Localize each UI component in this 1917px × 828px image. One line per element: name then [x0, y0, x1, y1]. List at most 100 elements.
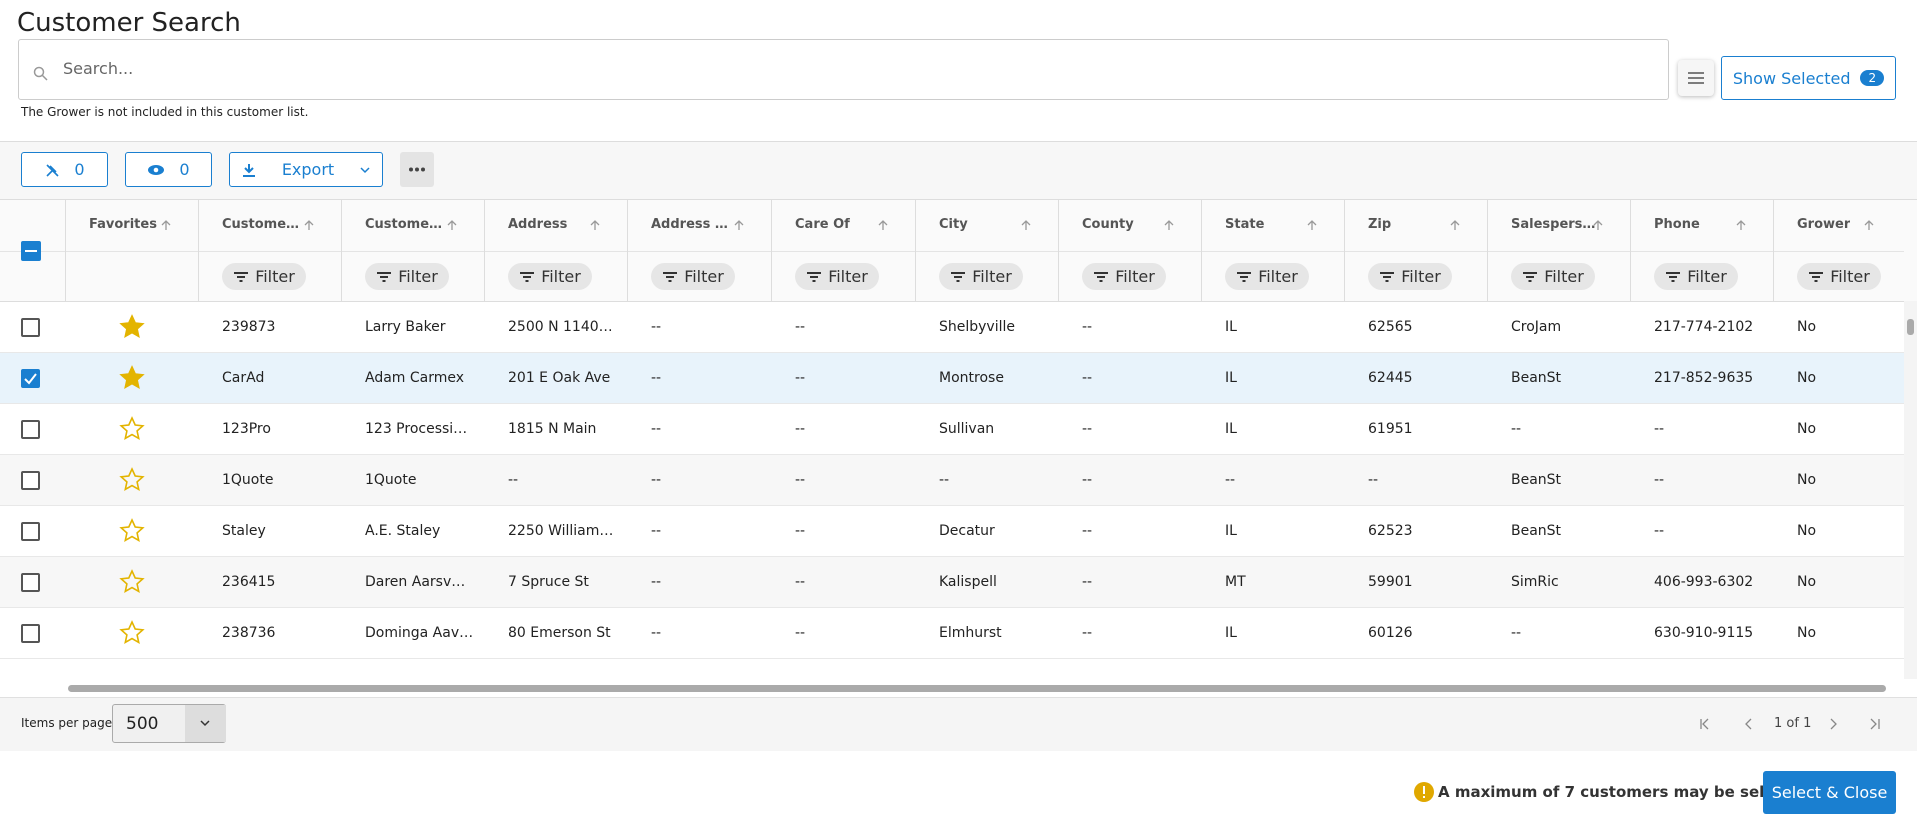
column-header[interactable]: City — [915, 200, 1058, 251]
column-divider — [627, 200, 628, 302]
selected-count-badge: 2 — [1860, 70, 1885, 86]
search-box[interactable]: Search... — [18, 39, 1669, 100]
select-all-checkbox[interactable] — [21, 241, 41, 261]
column-settings-button[interactable] — [1678, 60, 1714, 96]
column-divider — [484, 200, 485, 302]
viewed-button[interactable]: 0 — [125, 152, 212, 187]
row-checkbox[interactable] — [21, 624, 40, 643]
favorite-star[interactable] — [118, 569, 145, 595]
table-cell: -- — [1654, 472, 1665, 488]
table-cell: -- — [1225, 472, 1236, 488]
table-cell: IL — [1225, 319, 1237, 335]
filter-button[interactable]: Filter — [939, 263, 1023, 290]
table-row — [0, 557, 1904, 608]
column-title: City — [939, 217, 968, 232]
favorite-star[interactable] — [118, 467, 145, 493]
filter-button[interactable]: Filter — [1654, 263, 1738, 290]
unpin-icon — [46, 163, 59, 177]
column-header[interactable]: Care Of — [771, 200, 915, 251]
column-title: Care Of — [795, 217, 850, 232]
table-cell: 61951 — [1368, 421, 1413, 437]
column-header[interactable]: Phone — [1630, 200, 1773, 251]
more-button[interactable] — [400, 152, 434, 187]
column-header[interactable]: State — [1201, 200, 1344, 251]
column-header[interactable]: Address — [484, 200, 627, 251]
table-cell: 59901 — [1368, 574, 1413, 590]
filter-button[interactable]: Filter — [795, 263, 879, 290]
table-cell: 238736 — [222, 625, 276, 641]
filter-label: Filter — [972, 267, 1012, 286]
filter-button[interactable]: Filter — [1368, 263, 1452, 290]
selection-limit-warning: A maximum of 7 customers may be selected — [1438, 783, 1812, 801]
table-cell: 80 Emerson St — [508, 625, 611, 641]
favorite-star[interactable] — [118, 518, 145, 544]
column-header[interactable]: Custome… — [341, 200, 484, 251]
table-cell: 60126 — [1368, 625, 1413, 641]
vertical-scrollbar[interactable] — [1904, 301, 1917, 679]
filter-button[interactable]: Filter — [1082, 263, 1166, 290]
column-header[interactable]: Grower — [1773, 200, 1901, 251]
table-cell: Daren Aarsv… — [365, 574, 466, 590]
pager-nav[interactable] — [1695, 715, 1895, 733]
select-close-button[interactable]: Select & Close — [1763, 771, 1896, 814]
favorite-star[interactable] — [118, 620, 145, 646]
filter-button[interactable]: Filter — [1797, 263, 1881, 290]
table-cell: -- — [1082, 370, 1093, 386]
column-header[interactable]: County — [1058, 200, 1201, 251]
column-divider — [1773, 200, 1774, 302]
column-header[interactable]: Custome… — [198, 200, 341, 251]
filter-button[interactable]: Filter — [508, 263, 592, 290]
column-header[interactable]: Salespers… — [1487, 200, 1630, 251]
filter-button[interactable]: Filter — [651, 263, 735, 290]
export-button[interactable]: Export — [229, 152, 383, 187]
sort-arrow — [733, 219, 745, 231]
column-header[interactable]: Favorites — [65, 200, 198, 251]
column-title: Zip — [1368, 217, 1392, 232]
table-cell: Sullivan — [939, 421, 995, 437]
filter-button[interactable]: Filter — [1511, 263, 1595, 290]
table-cell: -- — [795, 472, 806, 488]
favorite-star[interactable] — [118, 314, 145, 340]
column-title: Phone — [1654, 217, 1700, 232]
filter-row-divider — [0, 251, 1904, 252]
table-cell: 2500 N 1140… — [508, 319, 613, 335]
filter-button[interactable]: Filter — [222, 263, 306, 290]
filter-label: Filter — [541, 267, 581, 286]
filter-button[interactable]: Filter — [365, 263, 449, 290]
table-cell: Dominga Aav… — [365, 625, 474, 641]
filter-icon — [1379, 271, 1395, 283]
filter-button[interactable]: Filter — [1225, 263, 1309, 290]
column-header[interactable]: Address … — [627, 200, 771, 251]
pinned-button[interactable]: 0 — [21, 152, 108, 187]
table-cell: -- — [939, 472, 950, 488]
column-header[interactable]: Zip — [1344, 200, 1487, 251]
favorite-star[interactable] — [118, 365, 145, 391]
table-cell: No — [1797, 472, 1817, 488]
table-cell: IL — [1225, 625, 1237, 641]
row-checkbox[interactable] — [21, 318, 40, 337]
table-cell: -- — [1082, 523, 1093, 539]
show-selected-button[interactable]: Show Selected 2 — [1721, 56, 1896, 100]
column-divider — [1630, 200, 1631, 302]
table-cell: -- — [651, 319, 662, 335]
filter-icon — [1093, 271, 1109, 283]
table-cell: A.E. Staley — [365, 523, 441, 539]
table-cell: 62523 — [1368, 523, 1413, 539]
horizontal-scrollbar[interactable] — [68, 685, 1886, 692]
row-checkbox[interactable] — [21, 420, 40, 439]
table-row — [0, 506, 1904, 557]
row-checkbox[interactable] — [21, 573, 40, 592]
table-cell: -- — [1082, 574, 1093, 590]
row-checkbox[interactable] — [21, 522, 40, 541]
table-cell: BeanSt — [1511, 523, 1562, 539]
row-checkbox[interactable] — [21, 369, 40, 388]
table-cell: -- — [795, 523, 806, 539]
page-size-select[interactable]: 500 — [112, 704, 226, 743]
table-cell: -- — [651, 472, 662, 488]
page-info: 1 of 1 — [1774, 716, 1812, 731]
favorite-star[interactable] — [118, 416, 145, 442]
table-cell: 236415 — [222, 574, 276, 590]
column-title: Favorites — [89, 217, 157, 232]
row-checkbox[interactable] — [21, 471, 40, 490]
